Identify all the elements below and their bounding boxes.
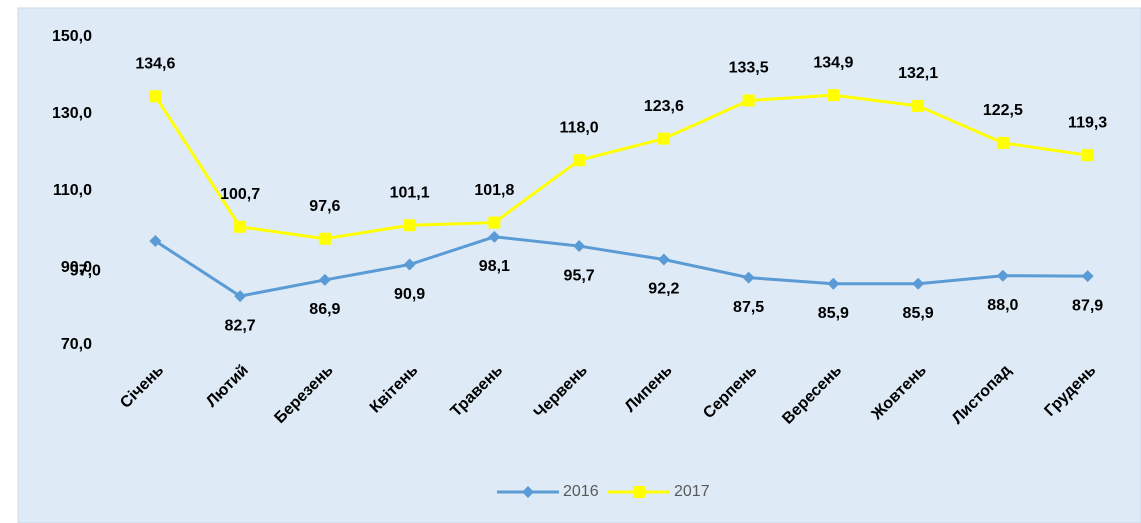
y-tick-label: 150,0 — [52, 28, 92, 45]
data-label: 85,9 — [818, 305, 849, 322]
marker — [234, 220, 247, 233]
marker — [488, 230, 501, 243]
marker — [403, 258, 416, 271]
legend-marker — [633, 486, 645, 498]
marker — [996, 136, 1009, 149]
data-label: 88,0 — [987, 297, 1018, 314]
data-label: 134,9 — [813, 54, 853, 71]
series-line — [154, 235, 1088, 298]
data-label: 119,3 — [1068, 114, 1107, 131]
marker — [234, 290, 247, 303]
data-label: 118,0 — [560, 119, 599, 136]
legend-label: 2017 — [674, 483, 710, 500]
data-label: 101,1 — [390, 184, 430, 201]
marker — [742, 271, 755, 284]
marker — [149, 235, 162, 248]
data-label: 86,9 — [309, 301, 340, 318]
marker — [318, 273, 331, 286]
data-label: 97,6 — [309, 198, 340, 215]
marker — [1081, 270, 1094, 283]
marker — [573, 240, 586, 253]
marker — [827, 277, 840, 290]
legend-label: 2016 — [563, 483, 599, 500]
marker — [318, 232, 331, 245]
data-label: 97,0 — [70, 262, 101, 279]
marker — [912, 277, 925, 290]
data-label: 90,9 — [394, 286, 425, 303]
y-tick-label: 130,0 — [52, 105, 92, 122]
data-label: 85,9 — [903, 305, 934, 322]
marker — [657, 253, 670, 266]
legend: 2016 2017 — [497, 483, 710, 500]
y-tick-label: 90,0 — [61, 259, 92, 276]
marker — [657, 132, 670, 145]
legend-marker — [522, 486, 534, 498]
marker — [403, 219, 416, 232]
marker — [742, 94, 755, 107]
data-label: 100,7 — [220, 186, 260, 203]
data-label: 82,7 — [225, 317, 256, 334]
marker — [827, 89, 840, 102]
series-line — [154, 93, 1088, 241]
marker — [149, 90, 162, 103]
data-label: 134,6 — [135, 56, 175, 73]
marker — [573, 154, 586, 167]
y-tick-label: 70,0 — [61, 336, 92, 353]
y-tick-label: 110,0 — [53, 182, 92, 199]
marker — [912, 99, 925, 112]
data-label: 98,1 — [479, 258, 510, 275]
data-label: 132,1 — [898, 65, 938, 82]
data-label: 87,5 — [733, 299, 764, 316]
data-label: 92,2 — [648, 281, 679, 298]
data-label: 123,6 — [644, 98, 684, 115]
data-label: 101,8 — [474, 182, 514, 199]
data-label: 133,5 — [729, 60, 769, 77]
chart-background — [17, 7, 1141, 523]
marker — [488, 216, 501, 229]
marker — [1081, 149, 1094, 162]
data-label: 122,5 — [983, 102, 1023, 119]
data-label: 95,7 — [564, 267, 595, 284]
data-label: 87,9 — [1072, 297, 1103, 314]
marker — [996, 269, 1009, 282]
